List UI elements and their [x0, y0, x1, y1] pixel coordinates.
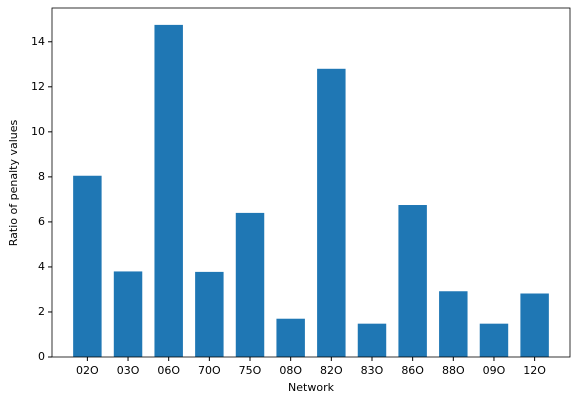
- x-tick-label: 86O: [401, 364, 424, 377]
- y-tick-label: 6: [38, 215, 45, 228]
- x-tick-label: 06O: [157, 364, 180, 377]
- y-tick-label: 14: [31, 35, 45, 48]
- x-tick-label: 02O: [76, 364, 99, 377]
- x-tick-label: 82O: [320, 364, 343, 377]
- bar: [398, 205, 427, 357]
- x-tick-label: 88O: [442, 364, 465, 377]
- x-tick-label: 83O: [361, 364, 384, 377]
- x-axis-label: Network: [288, 381, 335, 394]
- bar: [195, 271, 224, 357]
- y-axis-label: Ratio of penalty values: [7, 120, 20, 247]
- x-tick-label: 08O: [279, 364, 302, 377]
- x-tick-label: 70O: [198, 364, 221, 377]
- bar: [154, 24, 183, 358]
- x-tick-label: 75O: [239, 364, 262, 377]
- x-tick-label: 12O: [523, 364, 546, 377]
- y-tick-label: 4: [38, 260, 45, 273]
- bar: [73, 175, 102, 357]
- bar: [357, 323, 387, 357]
- plot-frame: [51, 7, 571, 358]
- bar: [113, 271, 143, 357]
- y-tick-label: 10: [31, 125, 45, 138]
- bar: [276, 318, 305, 357]
- x-tick-label: 09O: [483, 364, 506, 377]
- y-tick-label: 2: [38, 305, 45, 318]
- bar: [520, 293, 549, 357]
- bar: [235, 212, 265, 357]
- y-tick-label: 8: [38, 170, 45, 183]
- bar: [439, 291, 468, 357]
- x-tick-label: 03O: [117, 364, 140, 377]
- y-tick-label: 12: [31, 80, 45, 93]
- y-tick-label: 0: [38, 350, 45, 363]
- bar: [317, 68, 346, 357]
- bar: [479, 323, 509, 357]
